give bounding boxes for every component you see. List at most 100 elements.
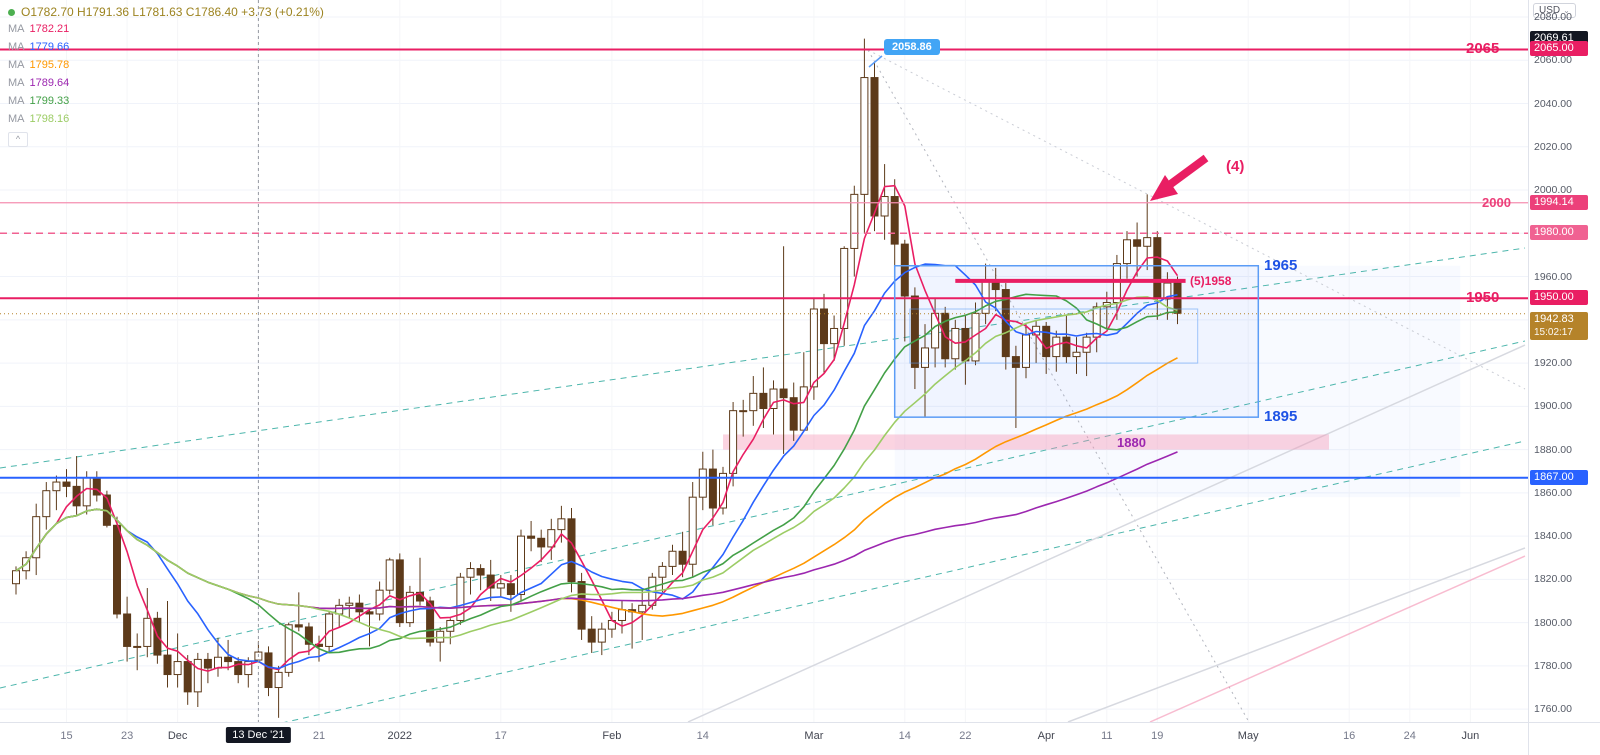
candle-up xyxy=(42,490,51,518)
candle-down xyxy=(708,468,717,509)
candle-up xyxy=(769,388,778,410)
level-badge-2065: 2065.00 xyxy=(1530,41,1588,57)
candle-up xyxy=(517,535,525,596)
candle-down xyxy=(123,613,132,647)
candle-up xyxy=(729,410,738,474)
currency-label: USD xyxy=(1539,5,1561,16)
ma-label: MA xyxy=(8,41,25,53)
last-price-badge: 1942.83 15:02:17 xyxy=(1530,311,1588,340)
candle-up xyxy=(193,658,202,693)
candle-up xyxy=(850,193,859,249)
time-axis-label: Apr xyxy=(1037,730,1055,742)
candle-down xyxy=(1153,237,1162,299)
candle-down xyxy=(910,295,919,368)
candle-up xyxy=(1092,306,1101,338)
time-axis-label: 2022 xyxy=(387,730,413,742)
ma-line-5 xyxy=(15,184,1179,672)
time-axis-label: Feb xyxy=(602,730,622,742)
ma-legend-row[interactable]: MA 1798.16 xyxy=(8,110,324,128)
time-axis-label: Jun xyxy=(1461,730,1480,742)
price-axis-label: 1880.00 xyxy=(1534,443,1572,456)
candle-up xyxy=(880,196,889,217)
gray-trendline-1 xyxy=(687,344,1526,722)
level-badge-1980: 1980.00 xyxy=(1530,225,1588,241)
candle-down xyxy=(1062,336,1071,358)
candle-up xyxy=(830,327,839,345)
inner-range-box xyxy=(909,308,1199,364)
price-axis[interactable]: USD ⌄ 2080.00 2060.00 2040.00 2020.00 2000.0… xyxy=(1528,0,1600,722)
candle-down xyxy=(1133,239,1142,247)
time-axis-label: Dec xyxy=(167,730,188,742)
time-axis-label: 24 xyxy=(1403,730,1416,742)
series-marker-icon xyxy=(8,8,15,16)
candle-down xyxy=(577,581,586,630)
ma-label: MA xyxy=(8,59,25,71)
chart-canvas[interactable]: 2065 2000 1950 1965 1895 1880 (5)1958 (4) 2058.8… xyxy=(0,0,1528,722)
candle-up xyxy=(1072,351,1081,358)
candle-down xyxy=(537,537,546,548)
ma-legend-row[interactable]: MA 1782.21 xyxy=(8,20,324,38)
time-axis-label: 22 xyxy=(959,730,972,742)
candle-down xyxy=(163,654,172,676)
price-axis-label: 2000.00 xyxy=(1534,184,1572,197)
time-axis[interactable]: 15 23 Dec 13 Dec '21 21 2022 17 Feb 14 Mar 14 22 Apr… xyxy=(0,722,1528,755)
time-axis-label: 17 xyxy=(494,730,507,742)
legend-collapse-button[interactable]: ^ xyxy=(8,132,28,147)
ma-value: 1789.64 xyxy=(29,77,70,89)
candle-up xyxy=(809,308,818,388)
price-axis-label: 1840.00 xyxy=(1534,530,1572,543)
gray-trendline-2 xyxy=(1067,547,1526,722)
ohlc-row: O1782.70 H1791.36 L1781.63 C1786.40 +3.7… xyxy=(8,4,324,20)
candle-down xyxy=(678,550,687,565)
time-axis-label: May xyxy=(1237,730,1259,742)
candle-up xyxy=(12,570,20,585)
candle-up xyxy=(658,565,667,578)
time-axis-label: 15 xyxy=(60,730,73,742)
price-axis-label: 1860.00 xyxy=(1534,486,1572,499)
candle-down xyxy=(365,611,374,615)
candle-up xyxy=(284,624,293,673)
candle-up xyxy=(557,518,566,531)
candle-up xyxy=(52,481,61,492)
ascending-trendline-lower xyxy=(284,440,1526,722)
candle-down xyxy=(294,624,303,628)
ma-legend-row[interactable]: MA 1799.33 xyxy=(8,92,324,110)
candle-up xyxy=(385,559,394,591)
ma-legend-row[interactable]: MA 1789.64 xyxy=(8,74,324,92)
candle-up xyxy=(638,604,647,613)
candle-up xyxy=(688,496,697,565)
candle-up xyxy=(1123,239,1131,265)
currency-selector[interactable]: USD ⌄ xyxy=(1533,3,1576,18)
price-axis-label: 2060.00 xyxy=(1534,54,1572,67)
price-axis-label: 1780.00 xyxy=(1534,659,1572,672)
candle-down xyxy=(759,392,768,410)
ma-legend-row[interactable]: MA 1779.66 xyxy=(8,38,324,56)
candle-up xyxy=(739,410,748,413)
candle-up xyxy=(466,568,475,578)
candle-down xyxy=(304,626,313,645)
price-axis-label: 1920.00 xyxy=(1534,357,1572,370)
candle-up xyxy=(860,77,869,195)
ma-label: MA xyxy=(8,95,25,107)
candle-up xyxy=(456,576,465,621)
time-axis-label: 11 xyxy=(1101,730,1113,742)
price-axis-label: 1900.00 xyxy=(1534,400,1572,413)
level-badge-1867: 1867.00 xyxy=(1530,469,1588,485)
annotation-arrow-shaft xyxy=(1165,154,1209,190)
candle-down xyxy=(900,243,909,297)
ohlc-values: O1782.70 H1791.36 L1781.63 C1786.40 +3.7… xyxy=(21,5,324,19)
candle-up xyxy=(133,645,142,648)
candle-up xyxy=(274,671,283,689)
ascending-trendline-mid xyxy=(0,340,1526,689)
candle-up xyxy=(173,661,182,676)
level-badge-1994: 1994.14 xyxy=(1530,194,1588,210)
candle-down xyxy=(1001,289,1010,358)
time-axis-label: 19 xyxy=(1151,730,1164,742)
candle-down xyxy=(395,559,404,624)
candle-up xyxy=(618,609,626,621)
level-badge-1950: 1950.00 xyxy=(1530,290,1588,306)
ma-legend-row[interactable]: MA 1795.78 xyxy=(8,56,324,74)
candle-down xyxy=(1011,356,1020,368)
candle-up xyxy=(698,468,707,498)
